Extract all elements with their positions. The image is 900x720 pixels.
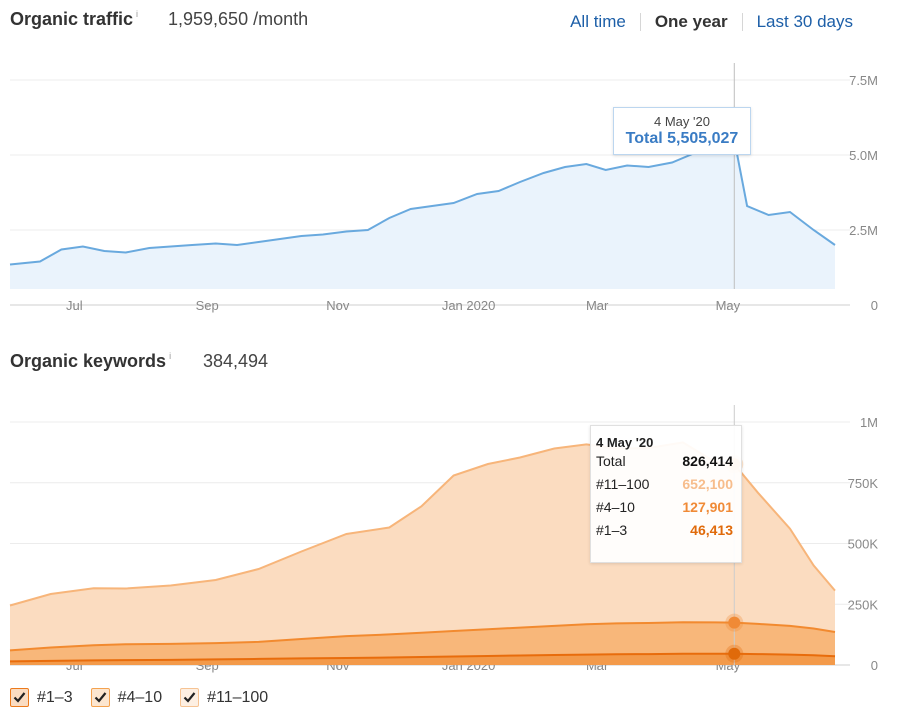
tab-all-time[interactable]: All time	[570, 12, 626, 31]
info-icon[interactable]: i	[136, 9, 139, 19]
highlight-point	[728, 616, 741, 629]
x-tick-label: Nov	[326, 298, 350, 313]
y-tick-label: 5.0M	[849, 148, 878, 163]
y-tick-label: 0	[871, 658, 878, 673]
organic-traffic-label: Organic traffic	[10, 9, 134, 29]
keywords-tooltip: 4 May '20 Total 826,414 #11–100 652,100 …	[590, 425, 742, 563]
y-tick-label: 0	[871, 298, 878, 313]
tab-one-year[interactable]: One year	[654, 12, 728, 31]
checkbox-icon[interactable]	[10, 688, 29, 707]
stack-area-1	[10, 622, 835, 662]
legend-label: #1–3	[37, 688, 73, 706]
tooltip-row-1-3: #1–3 46,413	[596, 522, 733, 538]
tab-separator	[741, 13, 743, 31]
x-tick-label: Sep	[196, 298, 219, 313]
chart-legend: #1–3 #4–10 #11–100	[10, 688, 268, 707]
highlight-point	[728, 647, 741, 660]
check-icon	[13, 692, 26, 703]
y-tick-label: 750K	[848, 476, 879, 491]
tooltip-row-4-10: #4–10 127,901	[596, 499, 733, 515]
organic-traffic-value: 1,959,650 /month	[168, 9, 309, 29]
date-range-tabs: All time One year Last 30 days	[570, 12, 853, 32]
tab-separator	[639, 13, 641, 31]
tooltip-date: 4 May '20	[596, 435, 654, 450]
legend-label: #4–10	[117, 688, 163, 706]
y-tick-label: 250K	[848, 597, 879, 612]
legend-item-4-10[interactable]: #4–10	[90, 688, 163, 707]
organic-traffic-title: Organic traffic i	[10, 9, 138, 30]
info-icon[interactable]: i	[169, 351, 172, 361]
stack-area-0	[10, 653, 835, 665]
organic-keywords-title: Organic keywords i	[10, 351, 171, 372]
y-tick-label: 500K	[848, 537, 879, 552]
tooltip-row-total: Total 826,414	[596, 453, 733, 469]
tooltip-total: Total 5,505,027	[625, 130, 739, 147]
tooltip-row-11-100: #11–100 652,100	[596, 476, 733, 492]
x-tick-label: Jan 2020	[442, 298, 496, 313]
check-icon	[94, 692, 106, 703]
check-icon	[183, 692, 196, 703]
legend-label: #11–100	[207, 688, 269, 706]
tab-last-30-days[interactable]: Last 30 days	[756, 12, 853, 31]
legend-item-11-100[interactable]: #11–100	[180, 688, 268, 707]
y-tick-label: 2.5M	[849, 223, 878, 238]
traffic-tooltip: 4 May '20 Total 5,505,027	[613, 107, 751, 155]
tooltip-date: 4 May '20	[654, 114, 710, 129]
x-tick-label: Mar	[586, 298, 609, 313]
y-tick-label: 7.5M	[849, 73, 878, 88]
checkbox-icon[interactable]	[180, 688, 200, 707]
organic-keywords-label: Organic keywords	[10, 351, 167, 371]
organic-keywords-chart[interactable]: 1M 750K 500K 250K 0 Jul Sep Nov Jan 2020 Mar May	[0, 0, 900, 690]
x-tick-label: May	[716, 298, 741, 313]
legend-item-1-3[interactable]: #1–3	[10, 688, 73, 707]
y-tick-label: 1M	[860, 415, 878, 430]
checkbox-icon[interactable]	[90, 688, 110, 707]
x-tick-label: Jul	[66, 298, 83, 313]
traffic-area	[10, 139, 835, 289]
organic-keywords-value: 384,494	[203, 351, 269, 371]
